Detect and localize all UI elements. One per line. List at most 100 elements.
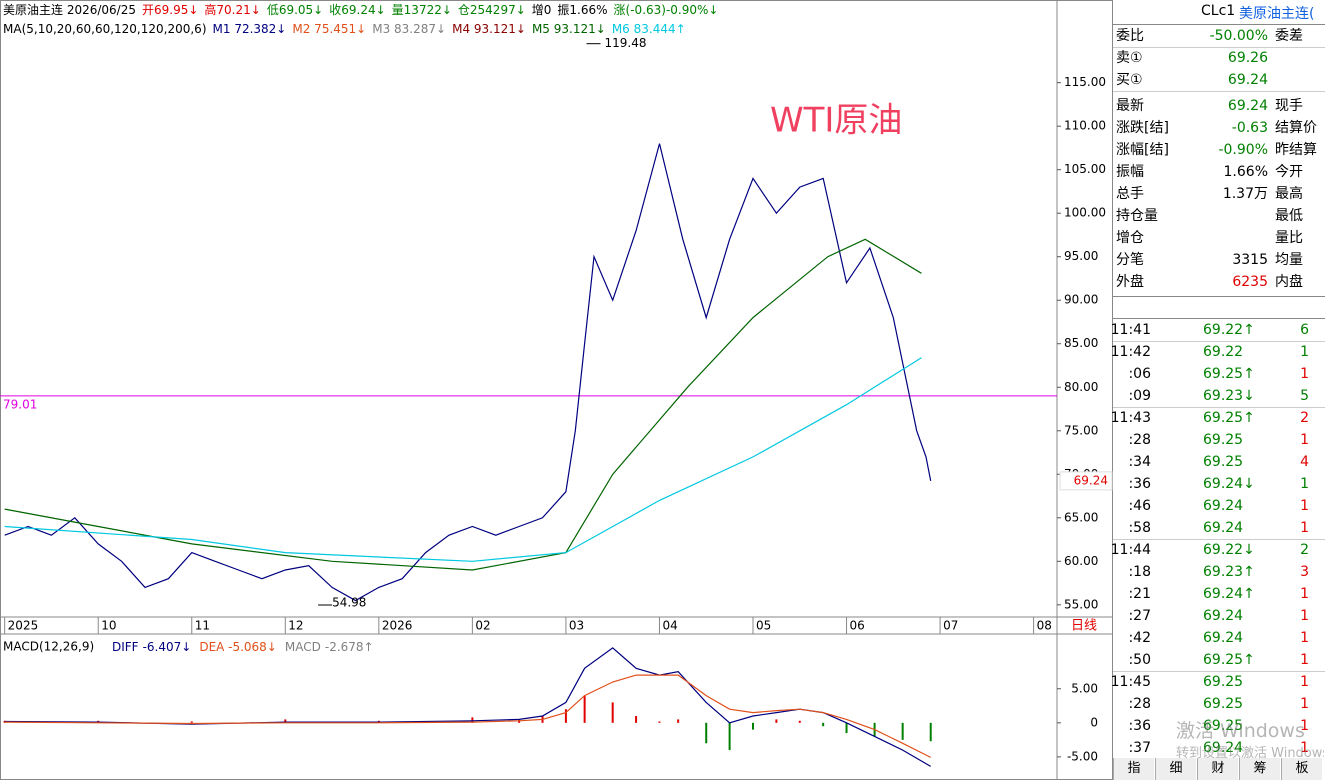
- trade-time: :21: [1128, 586, 1151, 602]
- quote-row: 增仓 量比: [1113, 227, 1325, 249]
- trade-row: :18 69.23↑ 3: [1113, 561, 1325, 583]
- tab[interactable]: 财: [1197, 758, 1238, 780]
- header-segment: 增0: [532, 3, 552, 17]
- quote-value: 69.24: [1227, 72, 1268, 88]
- trade-price: 69.25: [1203, 696, 1244, 712]
- trade-row: :46 69.24 1: [1113, 495, 1325, 517]
- trade-row: :36 69.25 1: [1113, 715, 1325, 737]
- trade-time: 11:41: [1110, 322, 1151, 338]
- quote-row: 振幅 1.66% 今开: [1113, 161, 1325, 183]
- quote-row: 持仓量 最低: [1113, 205, 1325, 227]
- divider: [1113, 24, 1325, 25]
- trade-price: 69.22↑: [1203, 322, 1255, 338]
- header-segment: M4 93.121↓: [452, 22, 526, 36]
- y-tick-label: 0: [1090, 715, 1098, 729]
- quote-value: -0.90%: [1218, 142, 1268, 158]
- trade-price: 69.25: [1203, 718, 1244, 734]
- quote-label: 委比: [1116, 28, 1144, 44]
- quote-row: 分笔 3315 均量: [1113, 249, 1325, 271]
- trade-volume: 2: [1300, 542, 1309, 558]
- quote-value: 6235: [1232, 274, 1268, 290]
- y-tick-label: 5.00: [1071, 681, 1098, 695]
- quote-label: 总手: [1116, 186, 1144, 202]
- tab[interactable]: 筹: [1239, 758, 1280, 780]
- trade-time: 11:42: [1110, 344, 1151, 360]
- trade-price: 69.22: [1203, 344, 1244, 360]
- trade-volume: 6: [1300, 322, 1309, 338]
- macd-line: [4, 674, 931, 758]
- trade-row: :09 69.23↓ 5: [1113, 385, 1325, 407]
- legend-name: MACD: [285, 640, 321, 654]
- quote-label: 持仓量: [1116, 208, 1158, 224]
- name: 美原油主连(: [1239, 6, 1315, 22]
- quote-row: 委比 -50.00% 委差: [1113, 25, 1325, 47]
- x-tick-label: 2026: [382, 619, 413, 633]
- x-tick-label: 05: [756, 619, 771, 633]
- trade-price: 69.22↓: [1203, 542, 1255, 558]
- chart-annotation: WTI原油: [770, 101, 902, 141]
- trade-volume: 1: [1300, 696, 1309, 712]
- trade-price: 69.25: [1203, 454, 1244, 470]
- price-line: [4, 238, 922, 571]
- quote-label2: 现手: [1275, 98, 1303, 114]
- quote-label2: 最低: [1275, 208, 1303, 224]
- y-tick-label: 85.00: [1064, 336, 1098, 350]
- trade-price: 69.25: [1203, 432, 1244, 448]
- trade-volume: 1: [1300, 344, 1309, 360]
- trade-volume: 1: [1300, 652, 1309, 668]
- trade-volume: 1: [1300, 432, 1309, 448]
- y-tick-label: 95.00: [1064, 249, 1098, 263]
- header-segment: 仓254297↓: [458, 3, 526, 17]
- y-tick-label: 75.00: [1064, 423, 1098, 437]
- trade-price: 69.24: [1203, 630, 1244, 646]
- quote-row: 总手 1.37万 最高: [1113, 183, 1325, 205]
- trade-row: 11:44 69.22↓ 2: [1110, 539, 1325, 561]
- trade-time: :42: [1128, 630, 1151, 646]
- quote-value: 69.26: [1227, 50, 1268, 66]
- trade-time: 11:44: [1110, 542, 1151, 558]
- divider: [1113, 318, 1325, 319]
- quote-label: 涨跌[结]: [1116, 120, 1169, 136]
- header-segment: 高70.21↓: [204, 2, 260, 17]
- y-tick-label: 110.00: [1064, 119, 1106, 133]
- tab[interactable]: 板: [1281, 758, 1322, 780]
- trade-row: :34 69.25 4: [1113, 451, 1325, 473]
- y-tick-label: 80.00: [1064, 380, 1098, 394]
- trade-time: :28: [1128, 696, 1151, 712]
- trade-row: :28 69.25 1: [1113, 693, 1325, 715]
- trade-time: 11:45: [1110, 674, 1151, 690]
- trade-row: :37 69.24 1: [1113, 737, 1325, 759]
- trade-price: 69.24↓: [1203, 476, 1255, 492]
- tab[interactable]: 指: [1113, 758, 1154, 780]
- trade-time: :50: [1128, 652, 1151, 668]
- tab[interactable]: 细: [1155, 758, 1196, 780]
- divider: [1113, 539, 1325, 540]
- trade-row: 11:41 69.22↑ 6: [1110, 319, 1325, 341]
- reference-label: 79.01: [3, 397, 37, 411]
- trade-row: 11:43 69.25↑ 2: [1111, 407, 1325, 429]
- quote-label2: 今开: [1275, 164, 1303, 180]
- divider: [1113, 671, 1325, 672]
- header-segment: MA(5,10,20,60,60,120,120,200,6): [3, 22, 207, 36]
- trade-price: 69.23↑: [1203, 564, 1255, 580]
- trade-price: 69.24: [1203, 740, 1244, 756]
- x-tick-label: 12: [288, 619, 303, 633]
- side-panel: CLc1 美原油主连(委比 -50.00% 委差 卖① 69.26 买① 69.24 最新 69.…: [1110, 0, 1325, 780]
- y-tick-label: 115.00: [1064, 75, 1106, 89]
- x-tick-label: 2025: [8, 619, 39, 633]
- quote-row: 最新 69.24 现手: [1113, 95, 1325, 117]
- x-tick-label: 06: [850, 619, 865, 633]
- header-segment: M5 93.121↓: [532, 22, 606, 36]
- quote-row: 涨幅[结] -0.90% 昨结算: [1113, 139, 1325, 161]
- legend-value: -2.678↑: [325, 640, 374, 654]
- x-tick-label: 11: [195, 619, 210, 633]
- quote-value: -50.00%: [1209, 28, 1268, 44]
- trade-volume: 1: [1300, 608, 1309, 624]
- trade-row: :50 69.25↑ 1: [1113, 649, 1325, 671]
- trade-volume: 4: [1300, 454, 1309, 470]
- macd-title: MACD(12,26,9): [3, 640, 94, 654]
- trade-volume: 1: [1300, 586, 1309, 602]
- trade-price: 69.24↑: [1203, 586, 1255, 602]
- quote-label2: 委差: [1275, 28, 1303, 44]
